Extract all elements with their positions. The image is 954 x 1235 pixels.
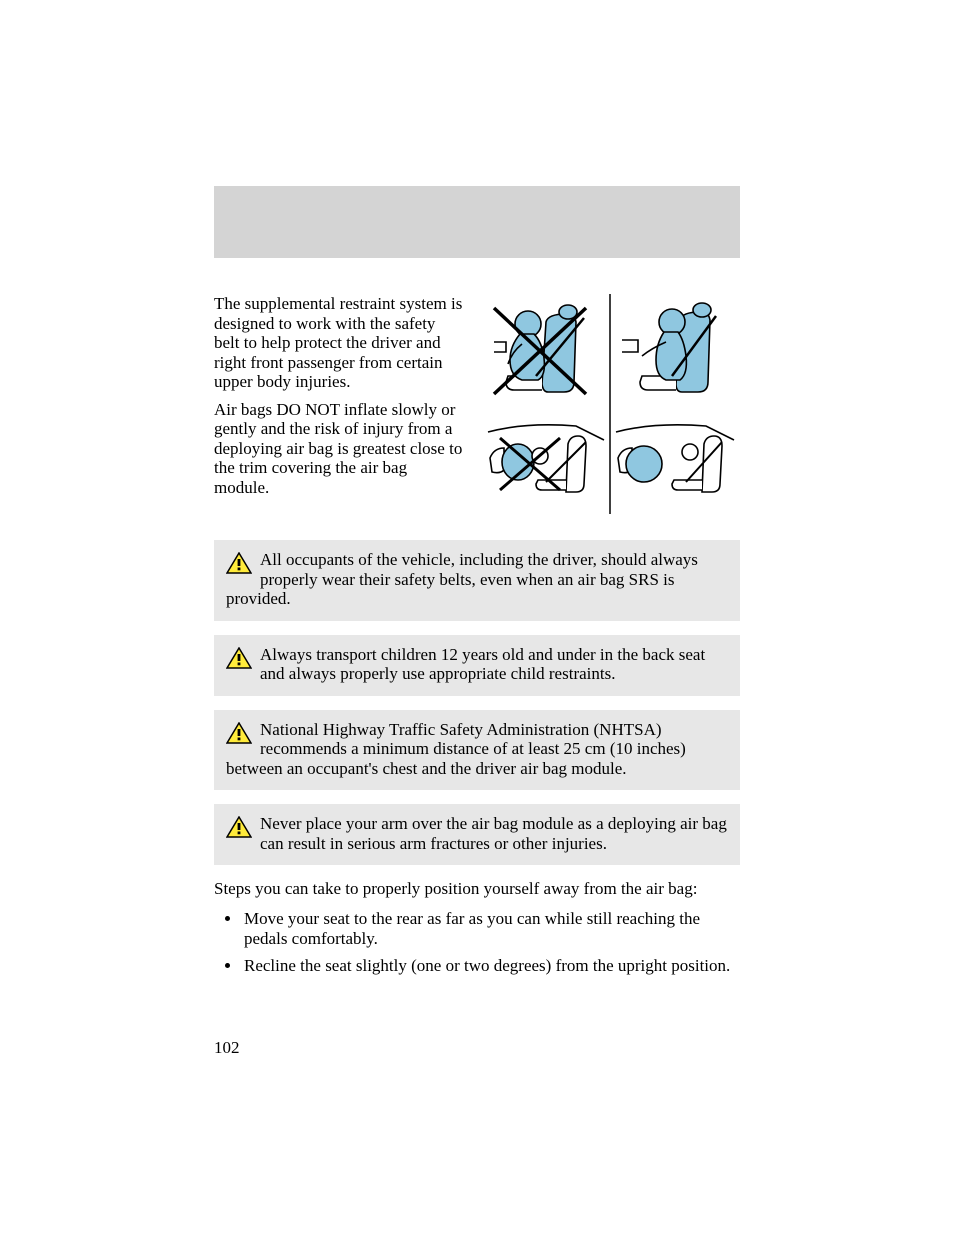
intro-text: The supplemental restraint system is des… <box>214 294 464 514</box>
steps-intro: Steps you can take to properly position … <box>214 879 740 899</box>
page-number: 102 <box>214 1038 240 1058</box>
list-item: Recline the seat slightly (one or two de… <box>242 956 740 976</box>
warning-icon <box>226 647 252 669</box>
warning-icon <box>226 722 252 744</box>
header-bar <box>214 186 740 258</box>
warning-box: Never place your arm over the air bag mo… <box>214 804 740 865</box>
warning-text: Always transport children 12 years old a… <box>260 645 705 684</box>
warning-text: Never place your arm over the air bag mo… <box>260 814 727 853</box>
document-page: The supplemental restraint system is des… <box>214 186 740 984</box>
warning-text: National Highway Traffic Safety Administ… <box>226 720 686 778</box>
warning-box: All occupants of the vehicle, including … <box>214 540 740 621</box>
warning-icon <box>226 816 252 838</box>
warning-icon <box>226 552 252 574</box>
seating-diagram <box>482 294 738 514</box>
warning-box: Always transport children 12 years old a… <box>214 635 740 696</box>
intro-section: The supplemental restraint system is des… <box>214 294 740 514</box>
warning-text: All occupants of the vehicle, including … <box>226 550 698 608</box>
intro-paragraph-1: The supplemental restraint system is des… <box>214 294 464 392</box>
list-item: Move your seat to the rear as far as you… <box>242 909 740 948</box>
steps-list: Move your seat to the rear as far as you… <box>214 909 740 976</box>
warning-box: National Highway Traffic Safety Administ… <box>214 710 740 791</box>
intro-paragraph-2: Air bags DO NOT inflate slowly or gently… <box>214 400 464 498</box>
